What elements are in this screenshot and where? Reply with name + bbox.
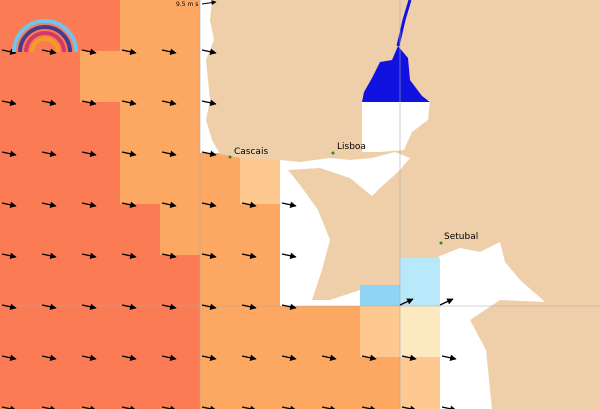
land	[206, 0, 600, 409]
wind-arrow	[121, 354, 137, 361]
wind-arrow	[241, 201, 257, 208]
wind-arrow	[1, 303, 17, 310]
wind-arrow	[441, 354, 457, 361]
cell	[0, 102, 120, 154]
wind-arrow	[41, 201, 57, 208]
wind-arrow	[121, 48, 137, 55]
city-label: Cascais	[234, 147, 268, 157]
wind-arrow	[1, 201, 17, 208]
city-dot	[439, 241, 443, 245]
cell	[400, 258, 440, 306]
wind-arrow	[201, 252, 217, 259]
wind-arrow	[121, 252, 137, 259]
wind-arrow	[81, 150, 97, 157]
wind-arrow	[161, 99, 177, 106]
cell	[120, 153, 240, 205]
wind-arrow	[201, 99, 217, 106]
wind-arrow	[1, 354, 17, 361]
wind-arrow	[121, 303, 137, 310]
cell	[360, 306, 400, 358]
wind-arrow	[241, 354, 257, 361]
cell	[200, 255, 280, 307]
wind-arrow	[1, 48, 17, 55]
wind-arrow	[1, 252, 17, 259]
wind-arrow	[81, 354, 97, 361]
wind-arrow	[161, 48, 177, 55]
wind-arrow	[161, 201, 177, 208]
wind-arrow	[81, 99, 97, 106]
wind-arrow	[401, 354, 417, 361]
city-dot	[331, 151, 335, 155]
wind-arrow	[201, 303, 217, 310]
city-label: Lisboa	[337, 142, 366, 152]
cell	[240, 153, 280, 205]
wind-arrow	[81, 201, 97, 208]
cell	[120, 102, 200, 154]
wind-arrow	[41, 303, 57, 310]
cell	[160, 204, 280, 256]
wind-arrow	[439, 298, 454, 306]
cell	[400, 357, 440, 409]
wind-arrow	[121, 201, 137, 208]
wind-arrow	[281, 354, 297, 361]
wind-arrow	[281, 303, 297, 310]
wind-arrow	[81, 48, 97, 55]
wind-arrow	[81, 252, 97, 259]
cell	[0, 306, 200, 358]
wind-arrow	[201, 354, 217, 361]
wind-arrow	[361, 354, 377, 361]
cell	[0, 51, 80, 103]
cell	[0, 357, 200, 409]
wind-arrow	[201, 48, 217, 55]
city-dot	[228, 155, 232, 159]
wind-arrow	[41, 252, 57, 259]
cell	[0, 153, 120, 205]
scale-arrow	[201, 0, 217, 6]
wind-arrow	[41, 99, 57, 106]
estuary-upper	[362, 46, 430, 102]
wind-cells	[0, 0, 440, 409]
wind-arrow	[161, 303, 177, 310]
cell	[400, 306, 440, 358]
scale-label: 9.5 m s	[176, 1, 198, 8]
cell	[0, 255, 200, 307]
wind-arrow	[321, 354, 337, 361]
wind-arrow	[81, 303, 97, 310]
wind-arrow	[41, 354, 57, 361]
cell	[0, 204, 160, 256]
wind-arrow	[41, 48, 57, 55]
cell	[80, 51, 200, 103]
cell	[200, 357, 400, 409]
wind-arrow	[201, 150, 217, 157]
wind-arrow	[281, 252, 297, 259]
wind-arrow	[241, 252, 257, 259]
cell	[120, 0, 200, 52]
wind-arrow	[41, 150, 57, 157]
wind-arrow	[161, 150, 177, 157]
city-label: Setubal	[444, 232, 478, 242]
wind-arrow	[121, 99, 137, 106]
logo	[12, 19, 78, 53]
wind-arrow	[161, 252, 177, 259]
wind-arrow	[241, 303, 257, 310]
wind-arrow	[161, 354, 177, 361]
estuary	[362, 100, 430, 152]
wind-arrow	[121, 150, 137, 157]
wind-arrow	[399, 298, 414, 306]
cell	[360, 285, 400, 306]
wind-arrow	[1, 150, 17, 157]
wind-arrow	[201, 201, 217, 208]
cell	[200, 306, 360, 358]
wind-arrow	[281, 201, 297, 208]
wind-arrow	[1, 99, 17, 106]
